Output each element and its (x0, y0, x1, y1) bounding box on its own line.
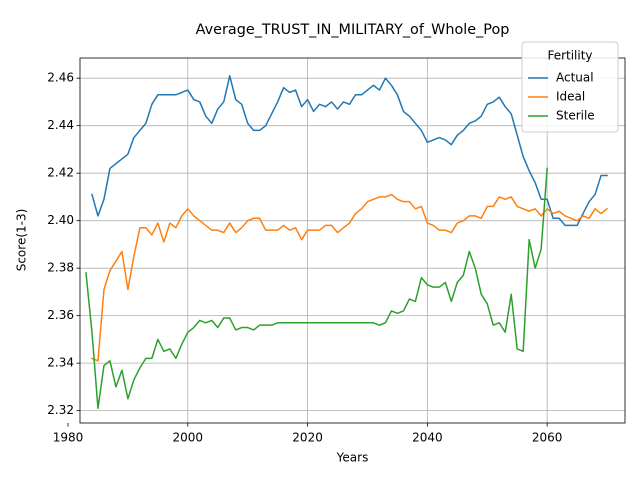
x-tick-label: 1980 (53, 431, 84, 445)
x-tick-label: 2020 (292, 431, 323, 445)
legend-box (521, 41, 619, 133)
legend-label-sterile: Sterile (556, 109, 595, 123)
chart-title: Average_TRUST_IN_MILITARY_of_Whole_Pop (196, 22, 510, 38)
y-axis-label: Score(1-3) (15, 209, 29, 272)
y-axis: 2.32 2.34 2.36 2.38 2.40 2.42 2.44 2.46 (47, 71, 80, 417)
legend-label-ideal: Ideal (556, 90, 585, 104)
grid (80, 58, 625, 423)
plot-frame (79, 57, 626, 424)
x-axis-label: Years (336, 451, 369, 465)
legend-title: Fertility (547, 49, 592, 63)
y-tick-label: 2.38 (47, 261, 74, 275)
y-tick-label: 2.42 (47, 166, 74, 180)
legend: Fertility Actual Ideal Sterile (521, 41, 619, 133)
y-tick-label: 2.40 (47, 213, 74, 227)
x-axis: 1980 2000 2020 2040 2060 (53, 423, 563, 445)
y-tick-label: 2.32 (47, 403, 74, 417)
x-tick-label: 2060 (532, 431, 563, 445)
series-line-actual (91, 75, 608, 227)
series-line-sterile (85, 167, 548, 410)
legend-label-actual: Actual (556, 71, 594, 85)
y-tick-label: 2.36 (47, 308, 74, 322)
y-tick-label: 2.46 (47, 71, 74, 85)
x-tick-label: 2040 (412, 431, 443, 445)
series-line-ideal (91, 193, 609, 362)
x-tick-label: 2000 (173, 431, 204, 445)
series-lines (85, 75, 609, 410)
legend-items: Actual Ideal Sterile (528, 71, 595, 123)
y-tick-label: 2.44 (47, 118, 74, 132)
y-tick-label: 2.34 (47, 356, 74, 370)
